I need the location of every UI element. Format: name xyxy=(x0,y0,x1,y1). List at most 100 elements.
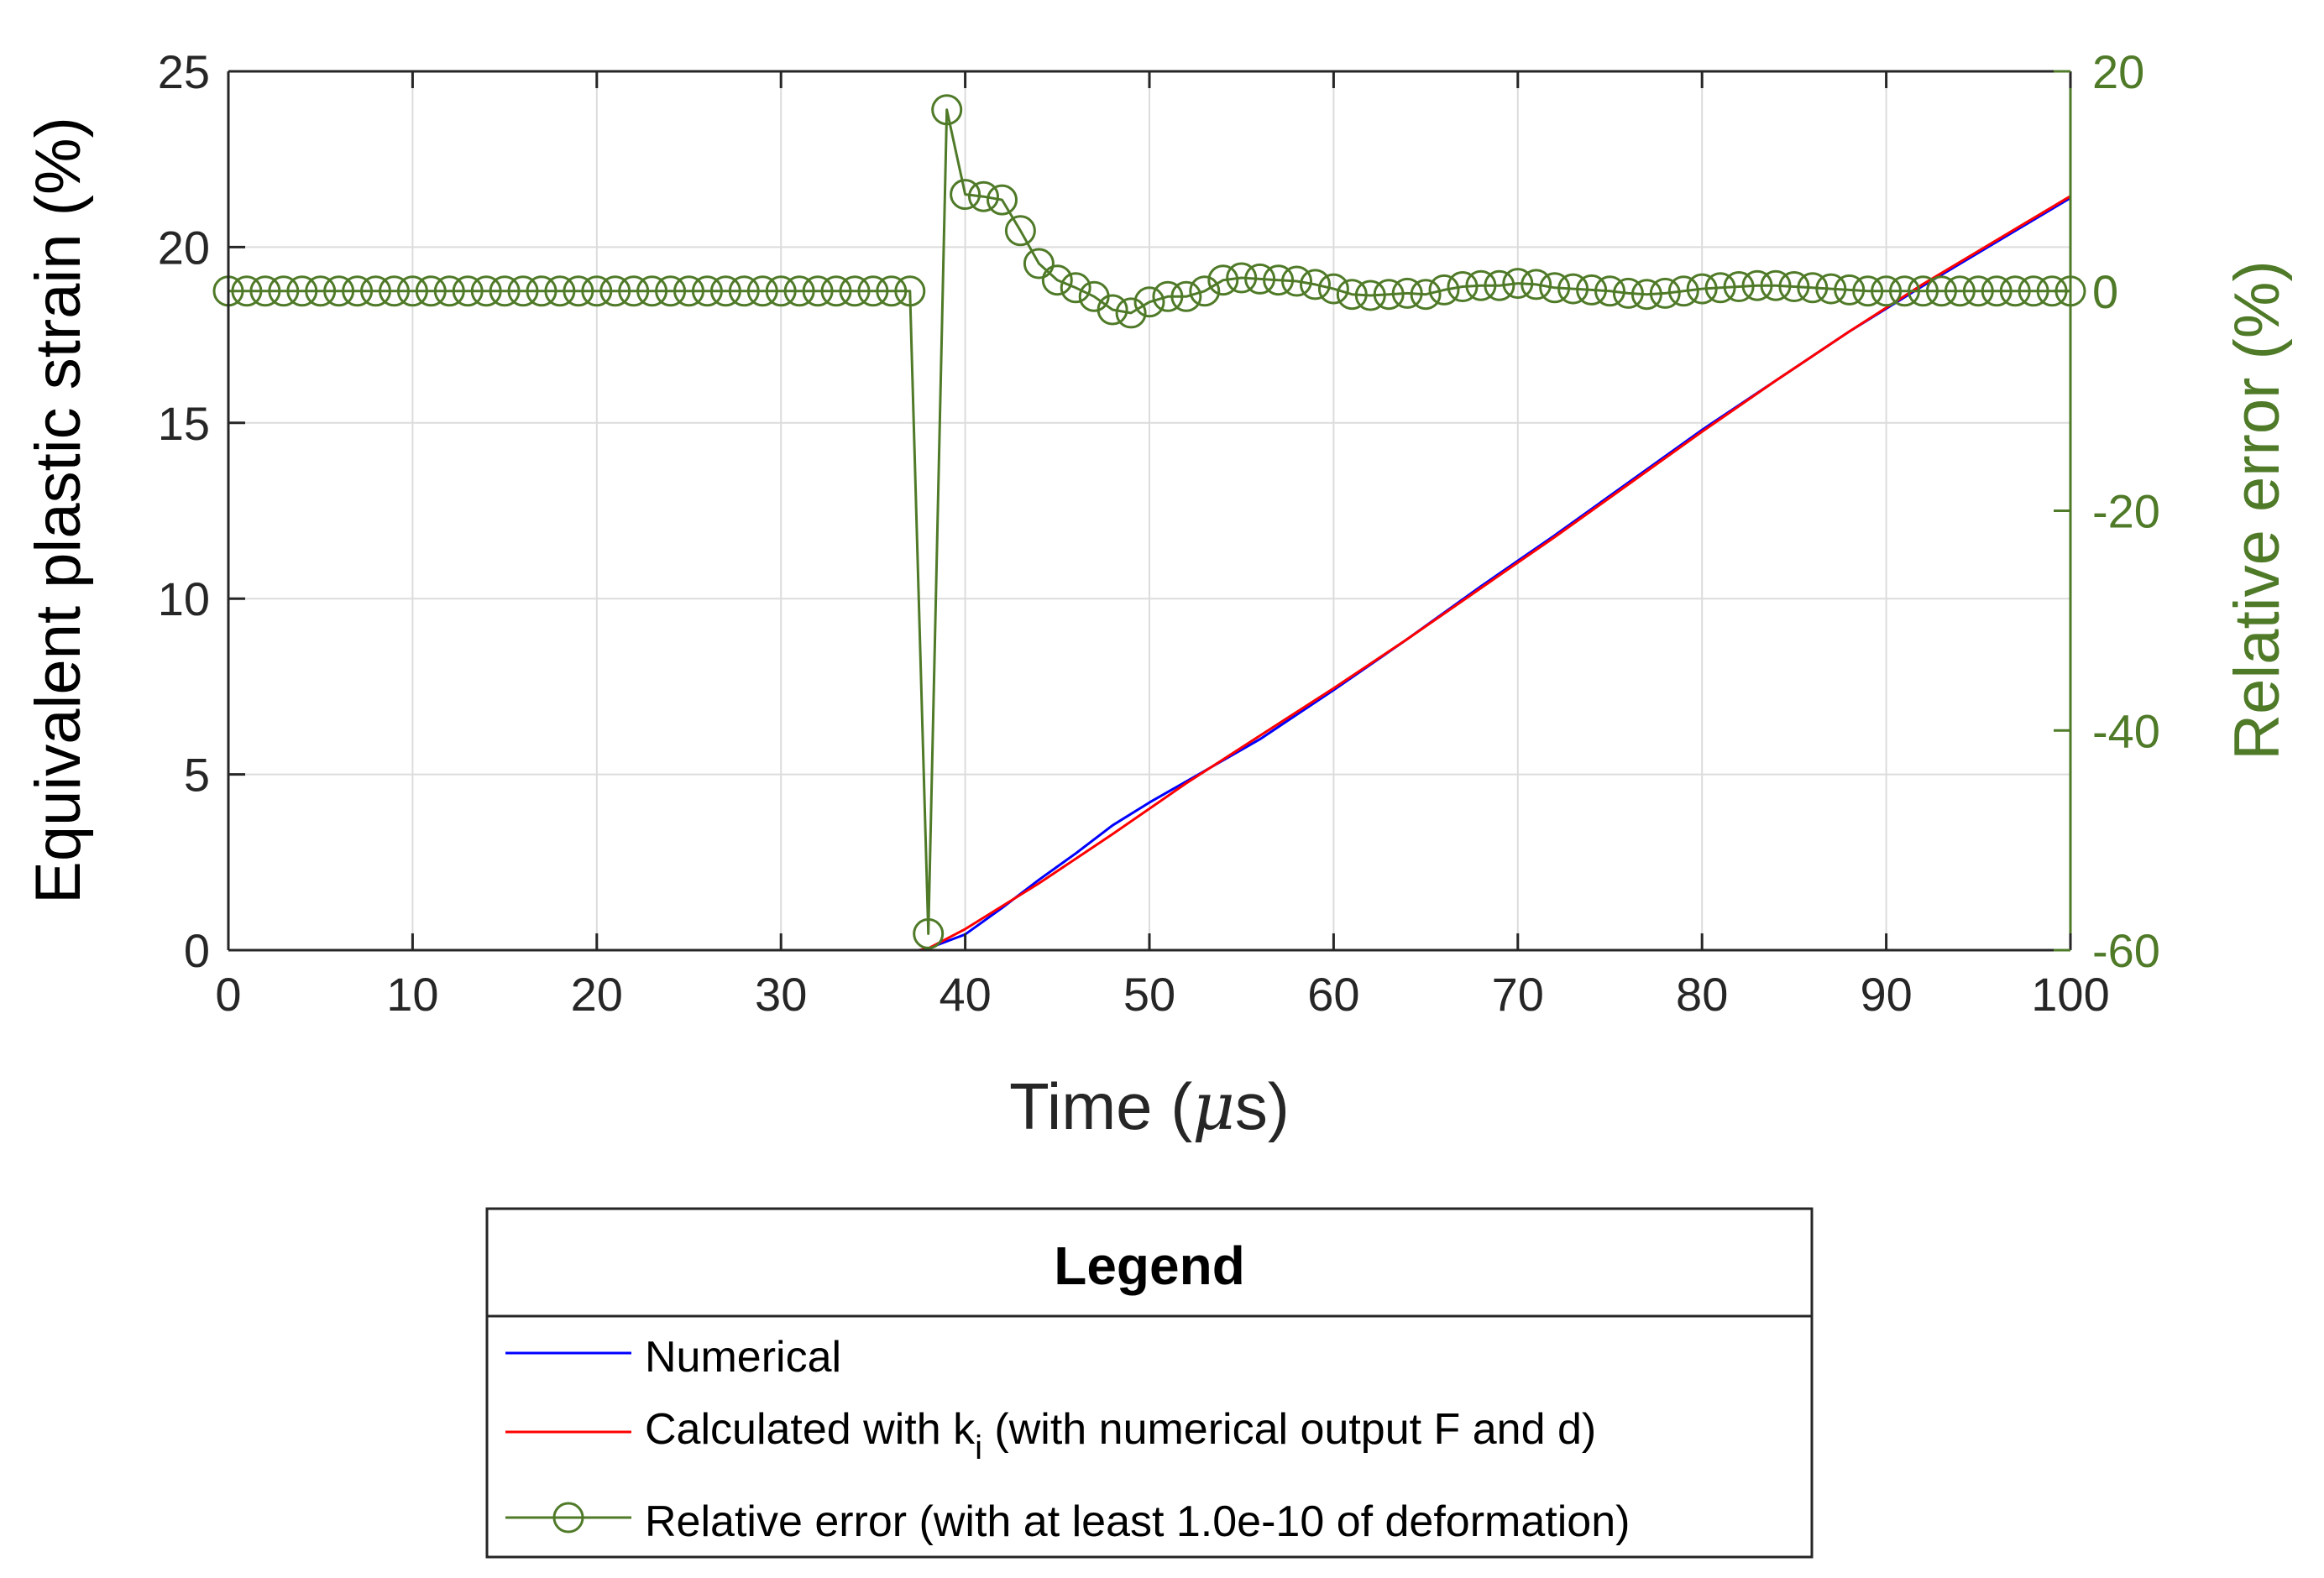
data-point-relative-error xyxy=(894,275,926,307)
data-point-relative-error xyxy=(1410,279,1442,311)
data-point-relative-error xyxy=(526,275,557,307)
data-point-relative-error xyxy=(1778,271,1810,302)
data-point-relative-error xyxy=(489,275,521,307)
data-point-relative-error xyxy=(1521,269,1552,300)
data-point-relative-error xyxy=(470,275,502,307)
data-point-relative-error xyxy=(1630,279,1662,311)
legend-label-calculated: Calculated with ki (with numerical outpu… xyxy=(645,1405,1596,1466)
data-point-relative-error xyxy=(950,179,981,211)
data-point-relative-error xyxy=(1336,279,1368,311)
data-point-relative-error xyxy=(507,275,539,307)
data-point-relative-error xyxy=(342,275,374,307)
x-tick-label: 10 xyxy=(386,968,438,1021)
y-right-tick-label: 0 xyxy=(2092,265,2118,318)
y-left-tick-label: 5 xyxy=(184,749,210,802)
data-point-relative-error xyxy=(1834,274,1866,306)
data-point-relative-error xyxy=(1133,286,1165,318)
data-point-relative-error xyxy=(1428,274,1460,306)
data-point-relative-error xyxy=(1004,215,1036,247)
data-point-relative-error xyxy=(1373,279,1405,311)
y-left-tick-label: 0 xyxy=(184,924,210,977)
data-point-relative-error xyxy=(1447,271,1479,302)
data-point-relative-error xyxy=(396,275,428,307)
x-tick-label: 0 xyxy=(215,968,241,1021)
data-point-relative-error xyxy=(691,275,723,307)
data-point-relative-error xyxy=(1925,275,1957,307)
data-point-relative-error xyxy=(1981,275,2013,307)
data-point-relative-error xyxy=(286,275,318,307)
data-point-relative-error xyxy=(1465,269,1497,301)
x-tick-label: 80 xyxy=(1676,968,1728,1021)
x-tick-label: 50 xyxy=(1123,968,1175,1021)
y-left-tick-label: 10 xyxy=(158,572,210,625)
data-point-relative-error xyxy=(1263,264,1295,296)
data-point-relative-error xyxy=(1612,277,1644,309)
data-point-relative-error xyxy=(857,275,889,307)
legend: Legend Numerical Calculated with ki (wit… xyxy=(485,1207,1814,1559)
data-point-relative-error xyxy=(1760,269,1792,301)
data-point-relative-error xyxy=(563,275,594,307)
data-point-relative-error xyxy=(599,275,631,307)
data-point-relative-error xyxy=(231,275,263,307)
data-point-relative-error xyxy=(1649,277,1681,309)
data-point-relative-error xyxy=(1281,265,1312,297)
data-point-relative-error xyxy=(305,275,337,307)
data-point-relative-error xyxy=(1889,275,1920,307)
data-point-relative-error xyxy=(1226,262,1258,294)
x-tick-label: 100 xyxy=(2031,968,2109,1021)
data-point-relative-error xyxy=(1097,294,1128,326)
legend-label-error: Relative error (with at least 1.0e-10 of… xyxy=(645,1497,1630,1546)
legend-title: Legend xyxy=(1054,1236,1245,1296)
data-point-relative-error xyxy=(1484,269,1515,301)
legend-marker-error xyxy=(552,1502,584,1534)
x-tick-label: 30 xyxy=(755,968,807,1021)
data-point-relative-error xyxy=(323,275,355,307)
data-point-relative-error xyxy=(1152,280,1184,312)
y-right-tick-label: -60 xyxy=(2092,924,2160,977)
data-point-relative-error xyxy=(1797,272,1829,304)
data-point-relative-error xyxy=(544,275,576,307)
data-point-relative-error xyxy=(1041,264,1073,296)
data-point-relative-error xyxy=(1576,274,1608,306)
data-point-relative-error xyxy=(931,94,963,126)
series-line-relative-error xyxy=(228,108,2070,935)
y-left-tick-label: 25 xyxy=(158,45,210,98)
y-left-tick-label: 15 xyxy=(158,397,210,450)
data-point-relative-error xyxy=(1908,275,1939,307)
x-tick-label: 90 xyxy=(1860,968,1912,1021)
data-point-relative-error xyxy=(433,275,465,307)
y-axis-left-label: Equivalent plastic strain (%) xyxy=(23,117,94,904)
y-right-tick-label: -20 xyxy=(2092,485,2160,538)
data-point-relative-error xyxy=(581,275,613,307)
data-point-relative-error xyxy=(1317,273,1349,305)
data-point-relative-error xyxy=(968,180,999,212)
data-point-relative-error xyxy=(415,275,447,307)
tick-layer: 0 10 20 30 40 50 60 70 80 90 100 0 5 10 15 20 25 -60 -40 -2… xyxy=(158,45,2160,1021)
data-point-relative-error xyxy=(1300,269,1331,300)
data-point-relative-error xyxy=(820,275,852,307)
data-point-relative-error xyxy=(1060,272,1091,304)
y-right-tick-label: -40 xyxy=(2092,704,2160,757)
data-point-relative-error xyxy=(2018,275,2049,307)
data-point-relative-error xyxy=(1741,269,1773,301)
data-point-relative-error xyxy=(1815,273,1847,305)
data-point-relative-error xyxy=(1871,275,1903,307)
data-point-relative-error xyxy=(1207,264,1239,296)
data-point-relative-error xyxy=(1944,275,1976,307)
data-point-relative-error xyxy=(746,275,778,307)
data-point-relative-error xyxy=(379,275,410,307)
legend-label-numerical: Numerical xyxy=(645,1333,841,1382)
data-point-relative-error xyxy=(783,275,815,307)
data-point-relative-error xyxy=(268,275,300,307)
data-point-relative-error xyxy=(839,275,871,307)
data-point-relative-error xyxy=(1962,275,1994,307)
x-tick-label: 20 xyxy=(571,968,623,1021)
data-point-relative-error xyxy=(1115,297,1147,329)
data-point-relative-error xyxy=(360,275,391,307)
data-point-relative-error xyxy=(709,275,741,307)
data-point-relative-error xyxy=(1189,275,1221,307)
data-point-relative-error xyxy=(636,275,668,307)
data-point-relative-error xyxy=(618,275,650,307)
data-point-relative-error xyxy=(913,917,945,949)
